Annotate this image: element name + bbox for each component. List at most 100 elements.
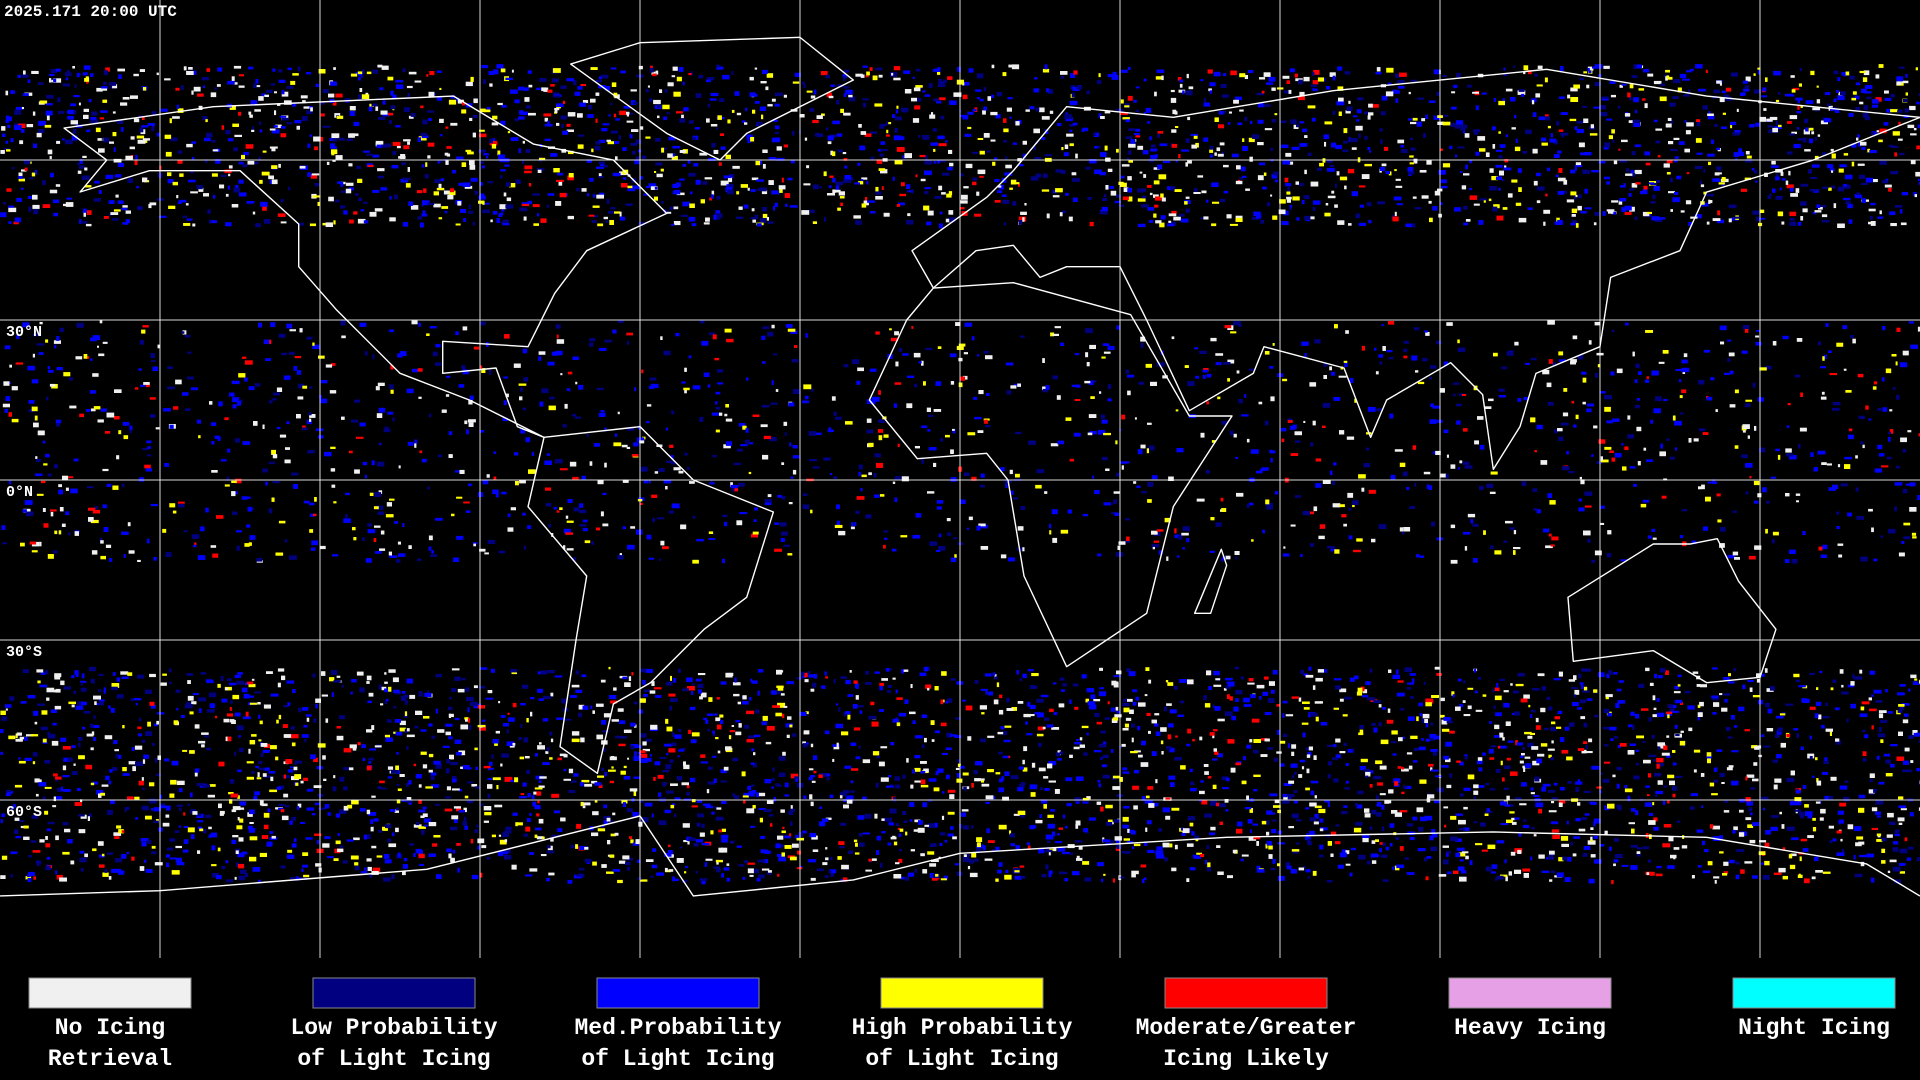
icing-pixel <box>115 858 122 863</box>
icing-pixel <box>736 112 742 116</box>
icing-pixel <box>256 85 261 88</box>
icing-pixel <box>1143 174 1147 178</box>
icing-pixel <box>454 676 461 681</box>
icing-pixel <box>217 847 221 852</box>
icing-pixel <box>83 65 91 70</box>
icing-pixel <box>370 826 374 832</box>
icing-pixel <box>154 723 158 727</box>
icing-pixel <box>1809 138 1813 144</box>
icing-pixel <box>1033 145 1036 151</box>
icing-pixel <box>228 165 233 169</box>
icing-pixel <box>1147 786 1154 790</box>
icing-pixel <box>1702 870 1711 874</box>
icing-pixel <box>1629 84 1634 89</box>
icing-pixel <box>974 858 979 862</box>
icing-pixel <box>1410 79 1417 82</box>
icing-pixel <box>1719 82 1722 86</box>
icing-pixel <box>14 109 22 115</box>
icing-pixel <box>601 767 605 771</box>
icing-pixel <box>651 813 654 818</box>
icing-pixel <box>1765 830 1771 835</box>
icing-pixel <box>1796 800 1802 806</box>
icing-pixel <box>1239 73 1246 78</box>
icing-pixel <box>872 751 880 756</box>
icing-pixel <box>1569 118 1577 122</box>
icing-pixel <box>768 180 774 185</box>
icing-pixel <box>1317 77 1324 82</box>
icing-pixel <box>1721 177 1726 182</box>
icing-pixel <box>1797 138 1801 141</box>
icing-pixel <box>1575 787 1579 792</box>
icing-pixel <box>164 78 171 81</box>
icing-pixel <box>909 711 916 715</box>
icing-pixel <box>754 101 760 104</box>
icing-pixel <box>595 703 604 707</box>
icing-pixel <box>1442 163 1451 168</box>
icing-pixel <box>391 874 395 880</box>
icing-pixel <box>1558 168 1563 173</box>
icing-pixel <box>274 110 277 116</box>
icing-pixel <box>156 132 160 137</box>
icing-pixel <box>248 66 254 70</box>
icing-pixel <box>430 775 435 780</box>
icing-pixel <box>1602 96 1609 99</box>
icing-pixel <box>307 788 314 792</box>
icing-pixel <box>1299 183 1304 187</box>
icing-pixel <box>938 78 942 84</box>
icing-pixel <box>649 754 652 757</box>
icing-pixel <box>1125 698 1133 702</box>
icing-pixel <box>640 753 648 758</box>
icing-pixel <box>1579 682 1584 685</box>
icing-pixel <box>1890 744 1898 747</box>
icing-pixel <box>786 681 794 685</box>
icing-pixel <box>460 724 469 730</box>
icing-pixel <box>506 741 515 746</box>
icing-pixel <box>292 689 296 694</box>
icing-pixel <box>1536 172 1541 177</box>
icing-pixel <box>738 206 743 210</box>
icing-pixel <box>1910 133 1917 136</box>
icing-pixel <box>534 753 538 757</box>
icing-pixel <box>1549 138 1557 143</box>
icing-pixel <box>450 122 458 126</box>
icing-pixel <box>363 220 369 224</box>
icing-pixel <box>1150 155 1157 160</box>
icing-pixel <box>612 812 616 816</box>
icing-pixel <box>1695 165 1703 170</box>
icing-pixel <box>663 116 667 121</box>
icing-pixel <box>1232 153 1239 158</box>
icing-pixel <box>1165 815 1171 820</box>
icing-pixel <box>881 186 884 190</box>
icing-pixel <box>795 834 800 839</box>
icing-pixel <box>438 183 442 188</box>
icing-pixel <box>836 742 839 748</box>
icing-pixel <box>1015 845 1021 851</box>
icing-pixel <box>116 825 122 829</box>
icing-pixel <box>264 767 270 771</box>
icing-pixel <box>500 120 506 126</box>
icing-pixel <box>1477 785 1485 788</box>
icing-pixel <box>1707 758 1711 764</box>
icing-pixel <box>855 695 859 700</box>
icing-pixel <box>1879 210 1882 215</box>
icing-pixel <box>1469 195 1477 200</box>
icing-pixel <box>1407 682 1414 685</box>
icing-pixel <box>577 144 584 149</box>
icing-pixel <box>251 678 255 681</box>
icing-pixel <box>668 850 673 855</box>
icing-pixel <box>1815 870 1823 873</box>
icing-pixel <box>1089 221 1094 227</box>
icing-pixel <box>1285 714 1294 717</box>
icing-pixel <box>1019 787 1023 791</box>
icing-pixel <box>1464 754 1468 758</box>
icing-pixel <box>1330 831 1337 836</box>
icing-pixel <box>45 110 53 116</box>
icing-pixel <box>1353 827 1362 833</box>
icing-pixel <box>1345 763 1349 766</box>
icing-pixel <box>615 735 623 739</box>
icing-pixel <box>1530 787 1534 791</box>
icing-pixel <box>1672 750 1676 753</box>
icing-pixel <box>178 199 187 203</box>
icing-pixel <box>369 873 373 878</box>
icing-pixel <box>1745 797 1751 802</box>
